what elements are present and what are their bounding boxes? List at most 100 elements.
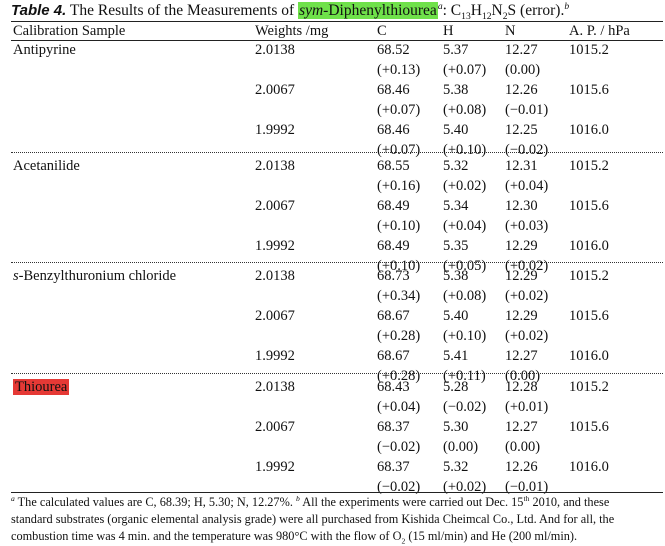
group-divider xyxy=(11,262,663,263)
cell-h: 5.35 xyxy=(443,238,469,254)
bottom-rule xyxy=(11,492,663,493)
cell-h-error: (+0.07) xyxy=(443,62,487,78)
cell-weight: 2.0067 xyxy=(255,308,295,324)
cell-n-error: (+0.02) xyxy=(505,328,549,344)
cell-n: 12.29 xyxy=(505,268,538,284)
caption-note-a: a xyxy=(437,0,443,12)
formula: C13H12N2S xyxy=(450,2,517,23)
cell-c: 68.73 xyxy=(377,268,410,284)
cell-c-error: (+0.10) xyxy=(377,218,421,234)
cell-weight: 1.9992 xyxy=(255,122,295,138)
cell-h-error: (+0.05) xyxy=(443,258,487,274)
cell-n: 12.27 xyxy=(505,42,538,58)
cell-h-error: (−0.02) xyxy=(443,399,487,415)
cell-n-error: (+0.01) xyxy=(505,399,549,415)
cell-ap: 1015.6 xyxy=(569,419,609,435)
cell-h-error: (+0.08) xyxy=(443,102,487,118)
cell-n-error: (−0.02) xyxy=(505,142,549,158)
sample-name: Acetanilide xyxy=(13,158,80,174)
cell-n-error: (0.00) xyxy=(505,439,541,455)
cell-c: 68.46 xyxy=(377,122,410,138)
cell-h-error: (0.00) xyxy=(443,439,479,455)
cell-h: 5.32 xyxy=(443,158,469,174)
cell-n-error: (+0.03) xyxy=(505,218,549,234)
header-ap: A. P. / hPa xyxy=(569,23,630,39)
cell-c: 68.67 xyxy=(377,348,410,364)
footnote-line-2: standard substrates (organic elemental a… xyxy=(11,512,615,526)
cell-n: 12.29 xyxy=(505,308,538,324)
cell-h-error: (+0.02) xyxy=(443,178,487,194)
table-caption: Table 4. The Results of the Measurements… xyxy=(11,0,570,23)
cell-c: 68.49 xyxy=(377,198,410,214)
cell-n: 12.27 xyxy=(505,419,538,435)
cell-h-error: (+0.04) xyxy=(443,218,487,234)
compound-prefix: sym xyxy=(299,2,324,19)
footnote-line-3: combustion time was 4 min. and the tempe… xyxy=(11,529,578,546)
sample-name: Antipyrine xyxy=(13,42,76,58)
header-rule xyxy=(11,40,663,41)
cell-c-error: (+0.28) xyxy=(377,328,421,344)
header-h: H xyxy=(443,23,454,39)
cell-n: 12.28 xyxy=(505,379,538,395)
cell-n-error: (+0.02) xyxy=(505,258,549,274)
cell-c-error: (+0.28) xyxy=(377,368,421,384)
cell-ap: 1015.6 xyxy=(569,198,609,214)
table-label: Table 4. xyxy=(11,2,67,19)
cell-weight: 1.9992 xyxy=(255,459,295,475)
cell-ap: 1015.2 xyxy=(569,158,609,174)
group-divider xyxy=(11,152,663,153)
cell-h: 5.34 xyxy=(443,198,469,214)
cell-n-error: (0.00) xyxy=(505,62,541,78)
cell-ap: 1015.6 xyxy=(569,82,609,98)
cell-n: 12.29 xyxy=(505,238,538,254)
cell-weight: 2.0067 xyxy=(255,198,295,214)
cell-c: 68.52 xyxy=(377,42,410,58)
cell-h: 5.30 xyxy=(443,419,469,435)
sample-name: Thiourea xyxy=(13,379,70,395)
cell-n: 12.26 xyxy=(505,459,538,475)
cell-c-error: (+0.13) xyxy=(377,62,421,78)
cell-n-error: (−0.01) xyxy=(505,102,549,118)
cell-h: 5.40 xyxy=(443,122,469,138)
cell-h: 5.37 xyxy=(443,42,469,58)
caption-error: (error). xyxy=(516,2,565,19)
cell-c-error: (−0.02) xyxy=(377,439,421,455)
cell-ap: 1016.0 xyxy=(569,122,609,138)
cell-h-error: (+0.10) xyxy=(443,142,487,158)
cell-ap: 1015.2 xyxy=(569,379,609,395)
cell-c-error: (+0.07) xyxy=(377,102,421,118)
cell-c-error: (+0.07) xyxy=(377,142,421,158)
compound-highlight: sym-Diphenylthiourea xyxy=(298,2,438,19)
cell-c-error: (+0.16) xyxy=(377,178,421,194)
cell-h: 5.32 xyxy=(443,459,469,475)
cell-ap: 1015.2 xyxy=(569,268,609,284)
cell-n: 12.31 xyxy=(505,158,538,174)
footnote-line-1: a The calculated values are C, 68.39; H,… xyxy=(11,493,610,509)
cell-c-error: (+0.34) xyxy=(377,288,421,304)
header-n: N xyxy=(505,23,516,39)
cell-weight: 2.0138 xyxy=(255,158,295,174)
caption-note-b: b xyxy=(564,0,570,12)
cell-weight: 2.0067 xyxy=(255,419,295,435)
cell-ap: 1016.0 xyxy=(569,348,609,364)
sample-name: s-Benzylthuronium chloride xyxy=(13,268,177,284)
cell-weight: 1.9992 xyxy=(255,348,295,364)
caption-text: The Results of the Measurements of xyxy=(66,2,299,19)
cell-c-error: (+0.10) xyxy=(377,258,421,274)
cell-c: 68.67 xyxy=(377,308,410,324)
cell-h: 5.40 xyxy=(443,308,469,324)
cell-c: 68.37 xyxy=(377,419,410,435)
cell-n-error: (0.00) xyxy=(505,368,541,384)
cell-n-error: (+0.04) xyxy=(505,178,549,194)
group-divider xyxy=(11,373,663,374)
cell-ap: 1016.0 xyxy=(569,238,609,254)
cell-n: 12.27 xyxy=(505,348,538,364)
cell-n: 12.25 xyxy=(505,122,538,138)
cell-ap: 1016.0 xyxy=(569,459,609,475)
header-c: C xyxy=(377,23,387,39)
cell-ap: 1015.2 xyxy=(569,42,609,58)
header-calibration-sample: Calibration Sample xyxy=(13,23,126,39)
cell-n-error: (+0.02) xyxy=(505,288,549,304)
cell-h: 5.41 xyxy=(443,348,469,364)
